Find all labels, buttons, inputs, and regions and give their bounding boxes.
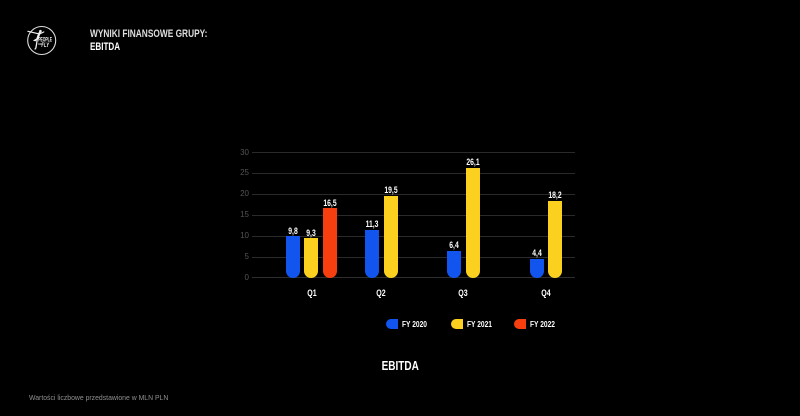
svg-text:CAN: CAN: [38, 42, 42, 46]
svg-text:PEOPLE: PEOPLE: [38, 38, 52, 44]
svg-text:FLY: FLY: [41, 43, 49, 49]
